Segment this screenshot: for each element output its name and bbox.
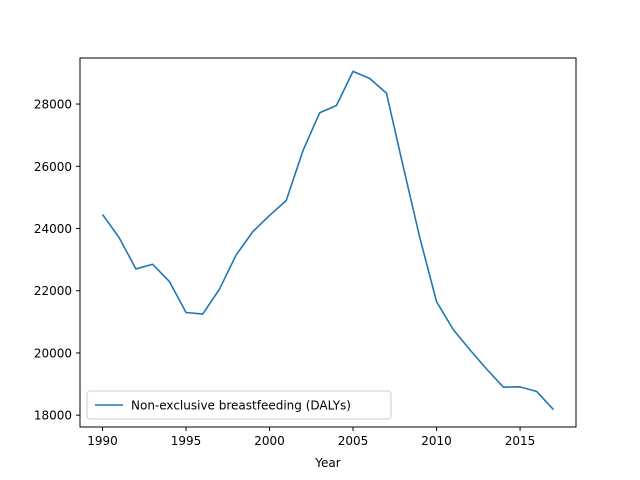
x-tick-label: 1990 bbox=[87, 434, 118, 448]
y-tick-label: 24000 bbox=[34, 222, 72, 236]
y-tick-label: 20000 bbox=[34, 346, 72, 360]
x-tick-label: 2005 bbox=[338, 434, 369, 448]
x-tick-label: 2010 bbox=[421, 434, 452, 448]
x-axis-label: Year bbox=[314, 456, 340, 470]
y-tick-label: 28000 bbox=[34, 98, 72, 112]
x-axis: 1990 1995 2000 2005 2010 2015 bbox=[87, 427, 535, 448]
legend-box bbox=[86, 390, 392, 420]
series-line bbox=[101, 70, 555, 411]
x-tick-label: 2000 bbox=[254, 434, 285, 448]
legend: Non-exclusive breastfeeding (DALYs) bbox=[86, 390, 392, 420]
y-axis: 18000 20000 22000 24000 26000 28000 bbox=[34, 98, 80, 423]
legend-label: Non-exclusive breastfeeding (DALYs) bbox=[131, 399, 351, 413]
x-tick-label: 2015 bbox=[505, 434, 536, 448]
y-tick-label: 18000 bbox=[34, 409, 72, 423]
series-layer bbox=[101, 70, 555, 411]
x-tick-label: 1995 bbox=[171, 434, 202, 448]
axes-frame bbox=[79, 57, 577, 428]
y-tick-label: 22000 bbox=[34, 284, 72, 298]
y-tick-label: 26000 bbox=[34, 160, 72, 174]
